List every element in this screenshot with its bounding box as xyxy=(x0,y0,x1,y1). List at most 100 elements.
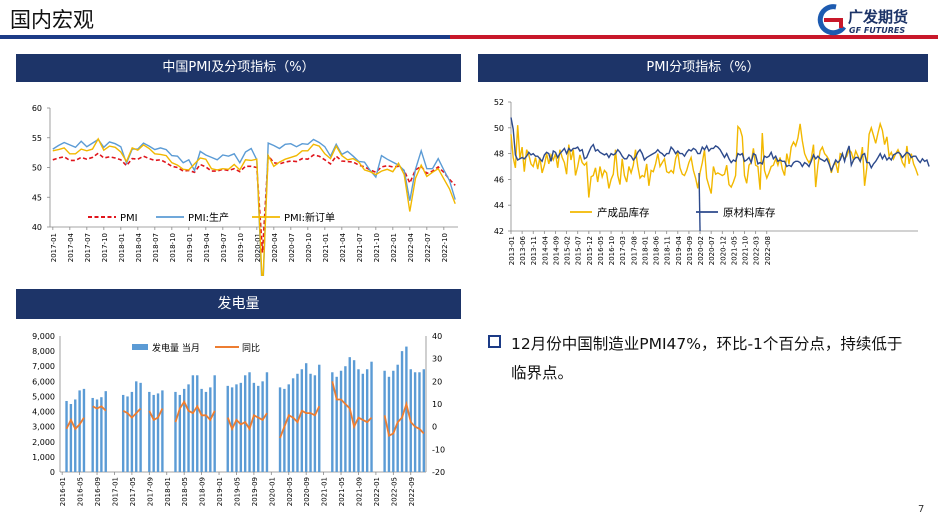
series-line xyxy=(510,121,919,198)
pmi-chart: 40 45 50 55 60 2017-01 2017-04 2017-07 2017-10 20… xyxy=(32,104,458,276)
bar xyxy=(174,391,177,472)
bar xyxy=(148,391,151,472)
y-tick-label: 45 xyxy=(32,193,42,202)
bar xyxy=(200,388,203,472)
legend-label: PMI:生产 xyxy=(188,211,229,224)
bar xyxy=(361,373,365,472)
bar xyxy=(265,372,269,472)
x-tick-label: 2021-04 xyxy=(339,232,347,262)
y-tick-label: 0 xyxy=(50,468,55,477)
x-tick-label: 2022-10 xyxy=(441,233,449,262)
x-tick-label: 2022-04 xyxy=(407,232,415,262)
x-tick-label: 2013-01 xyxy=(508,236,516,265)
header-rule-red xyxy=(450,35,938,39)
bar xyxy=(239,382,243,472)
series-line xyxy=(698,172,701,232)
x-tick-label: 2022-09 xyxy=(408,477,416,506)
x-tick-label: 2019-04 xyxy=(675,235,683,265)
x-tick-label: 2018-09 xyxy=(199,477,207,506)
bar xyxy=(339,370,343,472)
x-tick-label: 2019-07 xyxy=(220,233,228,262)
x-tick-label: 2017-04 xyxy=(67,232,75,262)
y-tick-label: 1,000 xyxy=(32,453,55,462)
x-tick-label: 2019-01 xyxy=(186,233,194,262)
y2-tick-label: 40 xyxy=(432,332,442,341)
bar xyxy=(74,399,77,472)
bar xyxy=(383,370,386,472)
x-tick-label: 2019-05 xyxy=(233,477,241,506)
bar xyxy=(291,378,295,472)
bar xyxy=(126,396,129,472)
x-tick-label: 2015-02 xyxy=(564,236,572,265)
bullet-square-icon xyxy=(488,335,501,348)
y-tick-label: 60 xyxy=(32,104,42,113)
x-tick-label: 2018-06 xyxy=(653,235,661,265)
bar xyxy=(130,391,134,472)
pmi-inventory-chart: 42 44 46 48 50 52 2013-01 2013-06 2013-11 2014-04… xyxy=(494,98,930,265)
x-tick-label: 2021-01 xyxy=(321,477,329,506)
bar xyxy=(278,387,282,472)
x-tick-label: 2019-10 xyxy=(237,233,245,262)
x-tick-label: 2021-05 xyxy=(730,236,738,265)
bar xyxy=(226,385,229,472)
bar xyxy=(182,388,186,472)
bar xyxy=(335,376,338,472)
summary-line1: 12月份中国制造业PMI47%，环比-1个百分点，持续低于 xyxy=(511,335,903,353)
x-tick-label: 2017-03 xyxy=(619,236,627,265)
x-tick-label: 2014-09 xyxy=(552,236,560,265)
y-tick-label: 52 xyxy=(494,98,504,107)
y-tick-label: 2,000 xyxy=(32,438,55,447)
x-tick-label: 2019-09 xyxy=(686,236,694,265)
bar xyxy=(422,369,426,472)
x-tick-label: 2013-11 xyxy=(530,236,538,265)
y-tick-label: 6,000 xyxy=(32,377,55,386)
x-tick-label: 2017-08 xyxy=(630,236,638,265)
x-tick-label: 2017-05 xyxy=(129,477,137,506)
bar xyxy=(121,394,125,472)
x-tick-label: 2016-09 xyxy=(94,477,102,506)
x-tick-label: 2020-01 xyxy=(268,477,276,506)
x-tick-label: 2018-07 xyxy=(152,233,160,262)
series-line xyxy=(65,381,425,439)
x-tick-label: 2014-04 xyxy=(541,235,549,265)
bar xyxy=(104,391,107,472)
bar xyxy=(209,387,212,472)
bar xyxy=(69,404,73,472)
y-tick-label: 48 xyxy=(494,150,504,159)
bar xyxy=(252,382,256,472)
bar xyxy=(392,370,395,472)
y-tick-label: 50 xyxy=(494,124,504,133)
chart3-title: 发电量 xyxy=(16,289,461,319)
summary-text: 12月份中国制造业PMI47%，环比-1个百分点，持续低于 临界点。 xyxy=(488,330,928,388)
x-tick-label: 2020-07 xyxy=(288,233,296,262)
bar xyxy=(304,363,308,472)
series-line xyxy=(52,137,456,276)
bar xyxy=(78,390,81,472)
y-tick-label: 55 xyxy=(32,134,42,143)
bar xyxy=(91,397,94,472)
y-tick-label: 40 xyxy=(32,223,42,232)
legend-label: 产成品库存 xyxy=(597,206,650,219)
bar xyxy=(204,391,208,472)
x-tick-label: 2017-07 xyxy=(84,233,92,262)
x-tick-label: 2018-05 xyxy=(181,477,189,506)
x-tick-label: 2016-01 xyxy=(59,477,67,506)
legend-label: 发电量 当月 xyxy=(152,342,200,354)
x-tick-label: 2020-09 xyxy=(303,477,311,506)
bar xyxy=(187,384,190,472)
legend-label: PMI xyxy=(120,213,138,224)
logo-cn: 广发期货 xyxy=(848,8,908,26)
header-rule-blue xyxy=(0,35,450,39)
chart1-title: 中国PMI及分项指标（%） xyxy=(16,54,461,82)
y-tick-label: 44 xyxy=(494,201,504,210)
x-tick-label: 2019-01 xyxy=(216,477,224,506)
bar xyxy=(318,364,321,472)
bar xyxy=(357,369,360,472)
bar xyxy=(161,390,164,472)
x-tick-label: 2017-01 xyxy=(50,233,58,262)
bar xyxy=(352,360,356,472)
bar xyxy=(387,376,391,472)
x-tick-label: 2018-10 xyxy=(169,233,177,262)
bar xyxy=(213,375,216,472)
bar xyxy=(400,351,404,472)
